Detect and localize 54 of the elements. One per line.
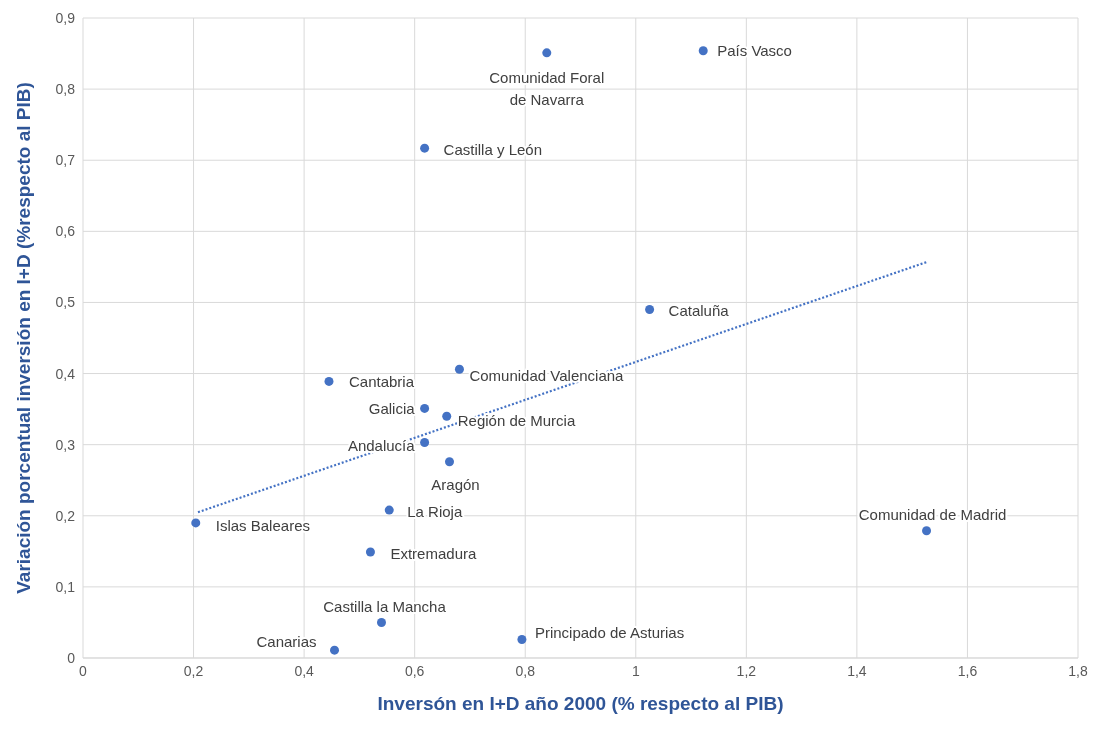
y-tick-label: 0,4 [55, 365, 76, 382]
point [542, 48, 552, 58]
point [377, 617, 386, 627]
point [420, 403, 430, 413]
y-tick-label: 0,5 [55, 294, 76, 311]
point [645, 305, 655, 315]
x-tick-label: 1,6 [957, 662, 978, 679]
point [420, 438, 430, 448]
y-axis-title: Variación porcentual inversión en I+D (%respecto al PIB) [12, 82, 34, 594]
point [330, 645, 340, 655]
x-tick-label: 0,6 [404, 662, 425, 679]
annotation: Comunidad de Madrid [858, 505, 1007, 523]
point [442, 411, 452, 421]
annotation: Comunidad Foral de Navarra [489, 68, 605, 108]
x-tick-label: 1,4 [847, 662, 867, 679]
point [444, 457, 454, 467]
x-tick-label: 1,2 [736, 662, 757, 679]
x-tick-label: 1,8 [1068, 662, 1088, 679]
y-tick-label: 0,7 [55, 152, 76, 169]
x-tick-label: 0,4 [294, 662, 315, 679]
point [324, 376, 334, 386]
y-tick-label: 0 [67, 649, 76, 666]
x-tick-label: 0,2 [183, 662, 204, 679]
annotation: Galicia [368, 400, 416, 418]
annotation: Aragón [431, 475, 480, 493]
annotation: Cantabria [348, 373, 415, 391]
y-tick-label: 0,6 [55, 223, 76, 240]
annotation: La Rioja [407, 503, 463, 521]
point [454, 364, 464, 374]
y-tick-label: 0,2 [55, 507, 76, 524]
point [922, 526, 932, 536]
y-tick-label: 0,1 [55, 578, 76, 595]
point [517, 635, 527, 645]
x-tick-label: 1 [631, 662, 640, 679]
y-tick-label: 0,3 [55, 436, 76, 453]
annotation: Castilla y León [443, 141, 543, 159]
annotation: País Vasco [717, 41, 792, 59]
annotation: Canarias [256, 633, 317, 651]
x-tick-label: 0,8 [515, 662, 536, 679]
annotation: Extremadura [390, 545, 477, 563]
annotation: Castilla la Mancha [323, 598, 447, 616]
annotation: Cataluña [668, 301, 730, 319]
point [191, 518, 201, 528]
point [420, 143, 430, 153]
point [365, 547, 375, 557]
y-tick-label: 0,9 [55, 9, 76, 26]
x-tick-label: 0 [79, 662, 88, 679]
x-axis-title: Inversón en I+D año 2000 (% respecto al PIB) [377, 693, 784, 714]
y-tick-label: 0,8 [55, 81, 76, 98]
point [384, 505, 394, 515]
point [698, 46, 708, 56]
annotation: Principado de Asturias [534, 623, 685, 641]
annotation: Región de Murcia [457, 412, 576, 430]
annotation: Islas Baleares [215, 516, 310, 534]
